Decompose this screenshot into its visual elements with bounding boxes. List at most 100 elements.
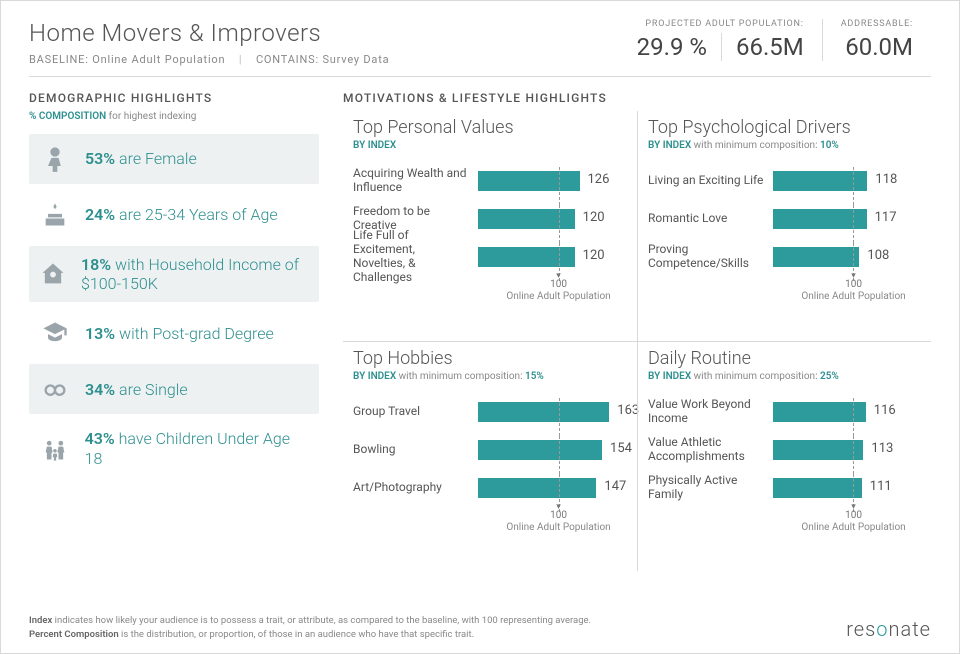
bar-value: 120: [583, 248, 605, 263]
motivations-title: MOTIVATIONS & LIFESTYLE HIGHLIGHTS: [343, 91, 931, 105]
bar-fill: [478, 209, 575, 229]
baseline-marker: [559, 205, 560, 243]
female-icon: [39, 143, 71, 175]
baseline-marker: [853, 398, 854, 436]
cake-icon: [39, 199, 71, 231]
demographic-row: 18% with Household Income of $100-150K: [29, 246, 319, 302]
chart-title: Top Personal Values: [353, 117, 623, 138]
baseline-annotation: ▾100Online Adult Population: [648, 508, 917, 532]
demographic-row: 34% are Single: [29, 364, 319, 414]
footer-pc-bold: Percent Composition: [29, 629, 119, 640]
subtitle-row: BASELINE: Online Adult Population | CONT…: [29, 53, 389, 66]
stats-block: PROJECTED ADULT POPULATION: 29.9 % 66.5M…: [619, 19, 931, 61]
chart-title: Top Hobbies: [353, 348, 623, 369]
footer-text: Index indicates how likely your audience…: [29, 614, 591, 641]
chart-subtitle: BY INDEX with minimum composition: 25%: [648, 371, 917, 382]
title-block: Home Movers & Improvers BASELINE: Online…: [29, 19, 389, 66]
bar-row: Value Athletic Accomplishments113: [648, 432, 917, 468]
footer-pc-rest: is the distribution, or proportion, of t…: [119, 629, 474, 640]
bar-track: 118: [773, 171, 917, 191]
bar-label: Art/Photography: [353, 481, 478, 495]
bar-track: 117: [773, 209, 917, 229]
bar-value: 108: [867, 248, 889, 263]
bar-value: 116: [874, 403, 896, 418]
baseline-value: Online Adult Population: [92, 53, 225, 66]
stat-projected-count: 66.5M: [721, 33, 804, 61]
chart-title: Daily Routine: [648, 348, 917, 369]
demographic-text: 43% have Children Under Age 18: [85, 429, 309, 467]
baseline-marker: [853, 436, 854, 474]
demographics-subtitle-post: for highest indexing: [106, 111, 196, 122]
header: Home Movers & Improvers BASELINE: Online…: [29, 19, 931, 77]
bar-fill: [478, 440, 602, 460]
family-icon: [39, 433, 71, 465]
demographics-title: DEMOGRAPHIC HIGHLIGHTS: [29, 91, 319, 105]
bar-fill: [773, 478, 862, 498]
bar-value: 163: [617, 403, 639, 418]
chart-subtitle: BY INDEX: [353, 140, 623, 151]
bar-row: Life Full of Excitement, Novelties, & Ch…: [353, 239, 623, 275]
bar-track: 111: [773, 478, 917, 498]
demographics-subtitle-pre: % COMPOSITION: [29, 111, 106, 122]
bar-row: Acquiring Wealth and Influence 126: [353, 163, 623, 199]
bar-label: Acquiring Wealth and Influence: [353, 167, 478, 195]
bar-label: Living an Exciting Life: [648, 174, 773, 188]
bar-row: Romantic Love117: [648, 201, 917, 237]
demographics-subtitle: % COMPOSITION for highest indexing: [29, 111, 319, 122]
contains-value: Survey Data: [322, 53, 389, 66]
demographic-text: 18% with Household Income of $100-150K: [81, 255, 309, 293]
baseline-annotation: ▾100Online Adult Population: [353, 277, 623, 301]
motivations-column: MOTIVATIONS & LIFESTYLE HIGHLIGHTS Top P…: [343, 91, 931, 571]
stat-projected: PROJECTED ADULT POPULATION: 29.9 % 66.5M: [619, 19, 822, 61]
baseline-marker: [559, 167, 560, 205]
bar-track: 126: [478, 171, 623, 191]
bar-label: Value Work Beyond Income: [648, 398, 773, 426]
chart-cell: Top Personal Values BY INDEX Acquiring Wea…: [343, 111, 637, 341]
page: Home Movers & Improvers BASELINE: Online…: [0, 0, 960, 654]
baseline-marker: [853, 205, 854, 243]
demographic-text: 24% are 25-34 Years of Age: [85, 205, 278, 224]
demographics-rows: 53% are Female 24% are 25-34 Years of Age…: [29, 134, 319, 477]
baseline-marker: [853, 167, 854, 205]
baseline-annotation: ▾100Online Adult Population: [648, 277, 917, 301]
bar-value: 111: [870, 479, 892, 494]
bar-fill: [478, 402, 609, 422]
baseline-marker: [559, 398, 560, 436]
bar-value: 126: [588, 172, 610, 187]
bar-track: 120: [478, 247, 623, 267]
bar-row: Group Travel163: [353, 394, 623, 430]
bar-track: 147: [478, 478, 623, 498]
footer-index-bold: Index: [29, 615, 52, 626]
bar-track: 163: [478, 402, 623, 422]
demographics-column: DEMOGRAPHIC HIGHLIGHTS % COMPOSITION for…: [29, 91, 319, 571]
demographic-text: 34% are Single: [85, 380, 188, 399]
demographic-row: 24% are 25-34 Years of Age: [29, 190, 319, 240]
bar-track: 154: [478, 440, 623, 460]
stat-addressable: ADDRESSABLE: 60.0M: [822, 19, 931, 61]
stat-addressable-label: ADDRESSABLE:: [841, 19, 913, 29]
chart-cell: Top Psychological DriversBY INDEX with m…: [637, 111, 931, 341]
bar-label: Value Athletic Accomplishments: [648, 436, 773, 464]
chart-subtitle: BY INDEX with minimum composition: 10%: [648, 140, 917, 151]
demographic-text: 13% with Post-grad Degree: [85, 324, 274, 343]
baseline-annotation: ▾100Online Adult Population: [353, 508, 623, 532]
baseline-prefix: BASELINE:: [29, 53, 89, 66]
page-title: Home Movers & Improvers: [29, 19, 389, 47]
bar-track: 116: [773, 402, 917, 422]
bar-value: 120: [583, 210, 605, 225]
bar-fill: [773, 247, 859, 267]
chart-cell: Top HobbiesBY INDEX with minimum composi…: [343, 341, 637, 571]
bar-row: Bowling154: [353, 432, 623, 468]
bar-row: Proving Competence/Skills 108: [648, 239, 917, 275]
stat-projected-pct: 29.9 %: [637, 33, 707, 61]
bar-label: Physically Active Family: [648, 474, 773, 502]
bar-label: Group Travel: [353, 405, 478, 419]
demographic-row: 53% are Female: [29, 134, 319, 184]
footer-index-rest: indicates how likely your audience is to…: [52, 615, 591, 626]
bar-label: Proving Competence/Skills: [648, 243, 773, 271]
bar-row: Value Work Beyond Income 116: [648, 394, 917, 430]
bar-row: Living an Exciting Life118: [648, 163, 917, 199]
bar-track: 108: [773, 247, 917, 267]
bar-row: Physically Active Family 111: [648, 470, 917, 506]
chart-grid: Top Personal Values BY INDEX Acquiring Wea…: [343, 111, 931, 571]
